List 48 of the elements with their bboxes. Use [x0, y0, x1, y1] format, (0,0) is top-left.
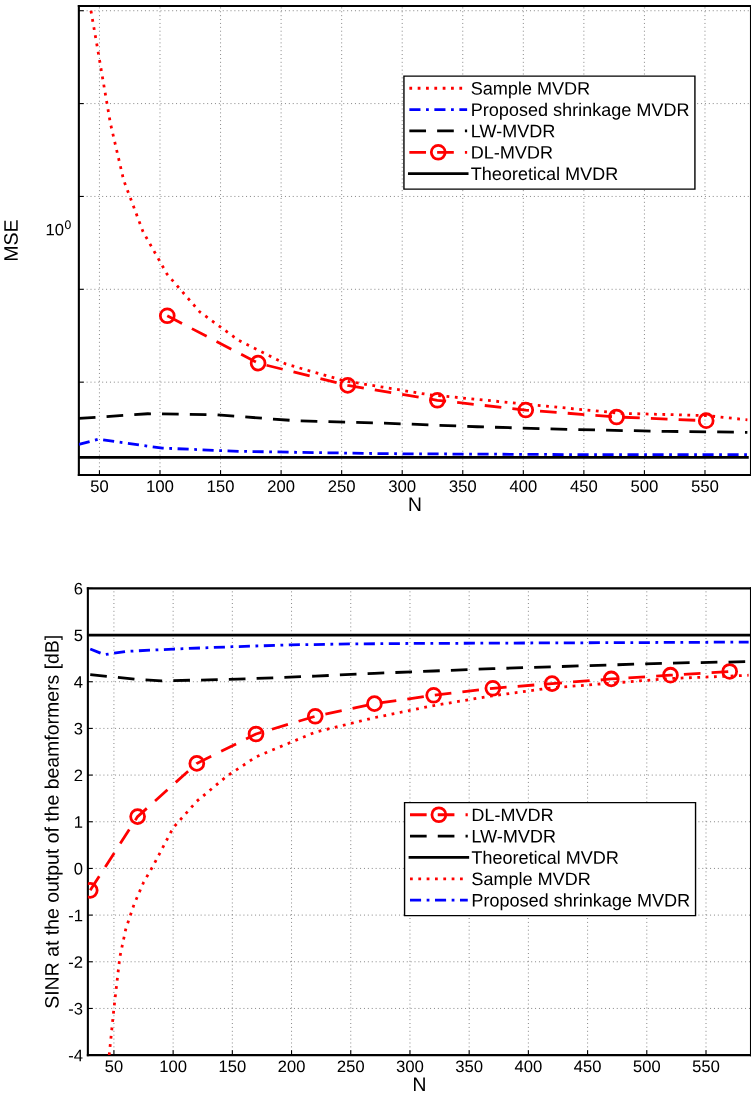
x-tick-label: 450: [570, 480, 598, 493]
x-tick-label: 500: [633, 1060, 661, 1073]
x-tick-label: 200: [278, 1060, 305, 1073]
legend-label: Proposed shrinkage MVDR: [472, 102, 689, 120]
legend-label: Theoretical MVDR: [471, 850, 619, 864]
x-tick-label: 500: [631, 480, 658, 493]
y-tick-label: 3: [74, 722, 83, 735]
x-tick-label: 450: [574, 1060, 601, 1073]
y-tick-label: 6: [74, 582, 83, 595]
x-tick-label: 250: [328, 480, 355, 493]
y-tick-label: 4: [74, 676, 83, 688]
y-tick-label: 2: [74, 769, 83, 782]
x-tick-label: 300: [388, 480, 416, 493]
y-tick-label: 0: [74, 862, 83, 875]
x-tick-label: 50: [105, 1060, 123, 1073]
legend-label: Sample MVDR: [472, 872, 590, 889]
y-tick-label: -2: [68, 956, 83, 968]
y-axis-title: MSE: [4, 220, 18, 261]
x-tick-label: 200: [268, 480, 295, 493]
y-tick-label: -1: [68, 909, 83, 922]
y-tick-label: 1: [75, 816, 83, 828]
x-tick-label: 400: [509, 480, 537, 493]
x-axis-title: N: [414, 1077, 425, 1091]
legend-label: LW-MVDR: [472, 124, 555, 138]
x-tick-label: 50: [90, 480, 109, 493]
x-tick-label: 400: [514, 1060, 542, 1073]
x-tick-label: 100: [160, 1060, 187, 1073]
x-tick-label: 350: [455, 1060, 483, 1073]
x-tick-label: 250: [337, 1060, 365, 1073]
legend-label: Proposed shrinkage MVDR: [472, 893, 690, 911]
y-axis-title: SINR at the output of the beamformers [dB]: [44, 636, 63, 1008]
y-tick-label: 5: [74, 629, 83, 642]
x-tick-label: 150: [219, 1060, 246, 1073]
y-tick-label: -3: [68, 1002, 83, 1015]
legend-label: Sample MVDR: [471, 81, 590, 99]
legend-label: Theoretical MVDR: [471, 166, 618, 181]
x-tick-label: 550: [692, 1060, 720, 1073]
x-tick-label: 350: [449, 480, 477, 493]
x-tick-label: 100: [147, 480, 174, 493]
x-axis-title: N: [409, 497, 421, 511]
legend-label: DL-MVDR: [472, 808, 553, 822]
legend-label: DL-MVDR: [472, 146, 553, 159]
x-tick-label: 300: [396, 1060, 424, 1073]
legend-label: LW-MVDR: [472, 830, 556, 843]
text: 10$^{0}$: [46, 220, 71, 236]
x-tick-label: 150: [207, 480, 234, 493]
y-tick-label: -4: [68, 1049, 83, 1062]
x-tick-label: 550: [691, 480, 719, 493]
